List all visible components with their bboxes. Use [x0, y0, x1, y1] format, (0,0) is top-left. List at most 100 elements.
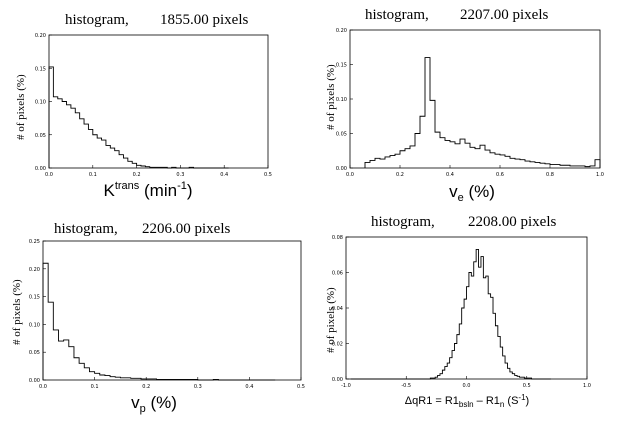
- plot-frame: [42, 240, 302, 381]
- x-tick-label: 0.2: [142, 384, 150, 390]
- x-tick-label: 0.0: [463, 383, 471, 389]
- histogram-chart-vp: histogram, 2206.00 pixels # of pixels (%…: [11, 221, 305, 415]
- x-axis-label: ΔqR1 = R1bsln – R1n (S-1): [405, 393, 529, 409]
- x-axis-label-units: (min: [139, 181, 177, 200]
- histogram-bars: [48, 66, 229, 169]
- y-tick-label: 0.20: [336, 28, 347, 34]
- histogram-chart-dqr1: histogram, 2208.00 pixels # of pixels (%…: [325, 214, 591, 409]
- x-axis-label-subscript-2: n: [500, 400, 504, 409]
- chart-title: histogram,: [54, 221, 118, 237]
- x-axis-label-superscript: trans: [115, 180, 140, 192]
- chart-title: histogram,: [365, 7, 429, 23]
- y-tick-label: 0.06: [332, 271, 343, 277]
- x-tick-label: 0.2: [396, 172, 404, 178]
- x-tick-group: 0.0 0.1 0.2 0.3 0.4 0.5: [45, 165, 272, 178]
- x-tick-label: 0.4: [446, 172, 454, 178]
- pixel-count: 2207.00 pixels: [460, 7, 548, 23]
- x-axis-label-subscript: bsln: [459, 400, 474, 409]
- chart-title: histogram,: [371, 214, 435, 230]
- pixel-count: 2208.00 pixels: [468, 214, 556, 230]
- x-axis-label: Ktrans (min-1): [103, 180, 192, 200]
- histogram-panel-ktrans: histogram, 1855.00 pixels # of pixels (%…: [0, 0, 310, 210]
- y-tick-label: 0.00: [332, 377, 343, 383]
- histogram-bars: [364, 57, 601, 168]
- chart-title: histogram,: [65, 12, 129, 28]
- y-tick-group: 0.00 0.05 0.10 0.15 0.20: [336, 28, 353, 172]
- x-axis-label-main: K: [103, 181, 115, 200]
- y-tick-label: 0.08: [332, 235, 343, 241]
- x-tick-label: -0.5: [401, 383, 411, 389]
- pixel-count: 2206.00 pixels: [142, 221, 230, 237]
- y-axis-label: # of pixels (%): [325, 287, 337, 353]
- x-tick-label: 0.0: [346, 172, 354, 178]
- y-tick-label: 0.20: [35, 33, 46, 39]
- x-axis-label-exponent: -1: [518, 393, 526, 402]
- pixel-count: 1855.00 pixels: [160, 12, 248, 28]
- x-tick-label: 0.1: [89, 172, 97, 178]
- x-axis-label-units: (S: [504, 395, 518, 407]
- x-tick-label: 0.5: [523, 383, 531, 389]
- y-axis-label: # of pixels (%): [15, 74, 27, 140]
- x-tick-label: 0.3: [194, 384, 202, 390]
- y-tick-label: 0.15: [29, 295, 40, 301]
- x-tick-label: 0.0: [45, 172, 53, 178]
- x-axis-label-close: ): [526, 395, 530, 407]
- y-tick-group: 0.00 0.05 0.10 0.15 0.20 0.25: [29, 239, 46, 384]
- x-tick-group: 0.0 0.1 0.2 0.3 0.4 0.5: [39, 377, 305, 390]
- y-tick-label: 0.05: [35, 133, 46, 139]
- y-tick-group: 0.00 0.02 0.04 0.06 0.08: [332, 235, 349, 383]
- y-tick-label: 0.25: [29, 239, 40, 245]
- x-tick-label: -1.0: [341, 383, 351, 389]
- y-tick-label: 0.05: [29, 350, 40, 356]
- x-tick-label: 1.0: [596, 172, 604, 178]
- y-tick-label: 0.00: [336, 166, 347, 172]
- y-tick-label: 0.10: [336, 97, 347, 103]
- x-axis-label-main: v: [449, 182, 458, 201]
- x-tick-label: 0.4: [220, 172, 228, 178]
- x-tick-label: 0.0: [39, 384, 47, 390]
- y-tick-label: 0.05: [336, 132, 347, 138]
- x-axis-label-minus: – R1: [474, 395, 500, 407]
- x-axis-label-subscript: p: [140, 403, 146, 415]
- x-tick-label: 0.8: [546, 172, 554, 178]
- x-axis-label-exponent: -1: [177, 180, 187, 192]
- x-axis-label-subscript: e: [458, 192, 464, 204]
- histogram-chart-ktrans: histogram, 1855.00 pixels # of pixels (%…: [15, 12, 272, 200]
- y-axis-label: # of pixels (%): [11, 279, 23, 345]
- x-tick-label: 0.6: [496, 172, 504, 178]
- y-tick-label: 0.02: [332, 342, 343, 348]
- histogram-panel-dqr1: histogram, 2208.00 pixels # of pixels (%…: [310, 210, 621, 427]
- x-axis-label-close: ): [187, 181, 193, 200]
- plot-frame: [345, 236, 588, 380]
- y-axis-label: # of pixels (%): [325, 64, 337, 130]
- x-axis-label-main: ΔqR1 = R1: [405, 395, 459, 407]
- x-axis-label: ve (%): [449, 182, 495, 204]
- y-tick-label: 0.04: [332, 306, 343, 312]
- histogram-bars: [42, 262, 276, 381]
- x-axis-label: vp (%): [131, 393, 177, 415]
- x-tick-group: -1.0 -0.5 0.0 0.5 1.0: [341, 376, 591, 389]
- x-tick-label: 0.2: [133, 172, 141, 178]
- y-tick-label: 0.20: [29, 267, 40, 273]
- histogram-bars: [350, 248, 551, 380]
- x-tick-group: 0.0 0.2 0.4 0.6 0.8 1.0: [346, 165, 604, 178]
- histogram-chart-ve: histogram, 2207.00 pixels # of pixels (%…: [325, 7, 604, 204]
- plot-frame: [48, 34, 269, 169]
- histogram-panel-ve: histogram, 2207.00 pixels # of pixels (%…: [310, 0, 621, 210]
- x-axis-label-units: (%): [464, 182, 495, 201]
- y-tick-label: 0.15: [35, 66, 46, 72]
- x-axis-label-units: (%): [146, 393, 177, 412]
- y-tick-label: 0.00: [35, 166, 46, 172]
- histogram-panel-vp: histogram, 2206.00 pixels # of pixels (%…: [0, 210, 310, 427]
- y-tick-label: 0.15: [336, 63, 347, 69]
- x-tick-label: 1.0: [583, 383, 591, 389]
- y-tick-label: 0.10: [35, 100, 46, 106]
- x-tick-label: 0.1: [91, 384, 99, 390]
- y-tick-label: 0.00: [29, 378, 40, 384]
- y-tick-label: 0.10: [29, 322, 40, 328]
- x-tick-label: 0.3: [176, 172, 184, 178]
- x-tick-label: 0.5: [264, 172, 272, 178]
- x-tick-label: 0.5: [297, 384, 305, 390]
- x-axis-label-main: v: [131, 393, 140, 412]
- y-tick-group: 0.00 0.05 0.10 0.15 0.20: [35, 33, 52, 172]
